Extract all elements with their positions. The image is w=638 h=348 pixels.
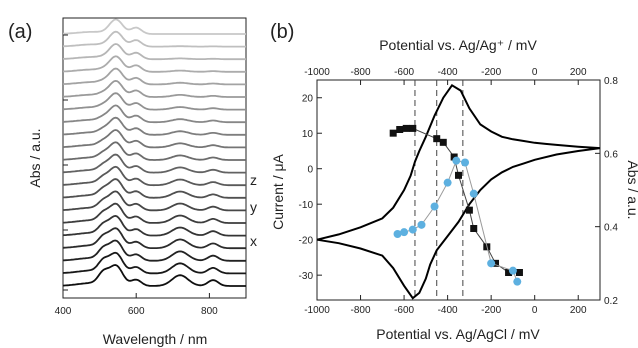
panel-b-ytick-label: -30 bbox=[299, 271, 314, 282]
curve-label-y: y bbox=[250, 199, 257, 215]
spectrum-curve bbox=[62, 141, 246, 161]
absorbance-circle-marker bbox=[408, 225, 417, 234]
absorbance-square-marker bbox=[450, 153, 458, 161]
spectrum-curve bbox=[62, 104, 246, 124]
panel-b-ytick-label: 0 bbox=[307, 165, 313, 176]
panel-a-ylabel: Abs / a.u. bbox=[27, 128, 43, 187]
spectrum-curve bbox=[62, 67, 246, 86]
absorbance-circle-marker bbox=[461, 158, 470, 167]
panel-b-xtick-label: -200 bbox=[481, 305, 501, 316]
panel-a-xtick-label: 400 bbox=[55, 306, 72, 317]
panel-b-xtick-label: -400 bbox=[438, 305, 458, 316]
panel-b-top-xtick-label: -400 bbox=[438, 67, 458, 78]
panel-b-top-xtick-label: -200 bbox=[481, 67, 501, 78]
panel-b-ytick-label: 20 bbox=[302, 94, 314, 105]
spectrum-curve bbox=[62, 153, 246, 174]
panel-b-y2tick-label: 0.4 bbox=[604, 223, 618, 234]
curve-label-z: z bbox=[250, 172, 257, 188]
absorbance-circle-marker bbox=[452, 156, 461, 165]
panel-b-xlabel: Potential vs. Ag/AgCl / mV bbox=[376, 326, 540, 342]
panel-b-top-xtick-label: -800 bbox=[351, 67, 371, 78]
spectrum-curve bbox=[63, 18, 246, 35]
absorbance-circle-marker bbox=[430, 202, 439, 211]
panel-b-top-xtick-label: 0 bbox=[532, 67, 538, 78]
panel-b-frame bbox=[316, 79, 601, 301]
curve-label-x: x bbox=[250, 233, 257, 249]
panel-b-xtick-label: -600 bbox=[394, 305, 414, 316]
absorbance-square-marker bbox=[389, 129, 397, 137]
panel-b-y2tick-label: 0.6 bbox=[604, 149, 618, 160]
spectra-stack bbox=[62, 18, 246, 287]
panel-b-y2tick-label: 0.8 bbox=[604, 76, 618, 87]
panel-b-y2label: Abs / a.u. bbox=[625, 160, 638, 219]
absorbance-square-marker bbox=[492, 259, 500, 267]
panel-b-ytick-label: -20 bbox=[299, 236, 314, 247]
panel-b-series bbox=[316, 83, 601, 300]
spectrum-curve bbox=[63, 202, 246, 224]
spectrum-curve bbox=[62, 227, 246, 250]
panel-b-xtick-label: -1000 bbox=[304, 305, 330, 316]
spectrum-curve bbox=[62, 43, 246, 61]
panel-b-ytick-label: 10 bbox=[302, 129, 314, 140]
spectrum-curve bbox=[62, 264, 246, 287]
absorbance-square-marker bbox=[455, 171, 462, 179]
panel-b-top-xtick-label: 200 bbox=[570, 67, 587, 78]
absorbance-square-marker bbox=[470, 225, 478, 232]
panel-b: (b) Potential vs. Ag/Ag⁺ / mV Potential … bbox=[270, 21, 638, 342]
panel-b-label: (b) bbox=[270, 21, 294, 43]
absorbance-square-marker bbox=[409, 124, 417, 132]
panel-a-xlabel: Wavelength / nm bbox=[103, 331, 208, 347]
panel-b-top-xtick-label: -600 bbox=[394, 67, 414, 78]
absorbance-circle-marker bbox=[393, 230, 402, 238]
panel-b-xtick-label: 0 bbox=[532, 305, 538, 316]
panel-a: (a) Abs / a.u. Wavelength / nm 400 600 800… bbox=[8, 17, 257, 347]
cv-curve bbox=[316, 83, 601, 300]
panel-b-xtick-label: -800 bbox=[351, 305, 371, 316]
spectrum-curve bbox=[63, 190, 246, 212]
panel-a-frame bbox=[62, 17, 247, 299]
panel-b-top-xtick-label: -1000 bbox=[304, 67, 330, 78]
spectrum-curve bbox=[62, 251, 246, 275]
panel-b-ylabel: Current / μA bbox=[270, 153, 286, 229]
spectrum-curve bbox=[62, 116, 246, 136]
absorbance-square-marker bbox=[433, 135, 441, 143]
absorbance-square-marker bbox=[439, 138, 447, 146]
spectrum-curve bbox=[62, 239, 246, 262]
panel-b-y2tick-label: 0.2 bbox=[604, 296, 618, 307]
panel-b-xtick-label: 200 bbox=[570, 305, 587, 316]
absorbance-circle-marker bbox=[487, 259, 496, 268]
panel-b-ticks: -1000 -800 -600 -400 -200 0 200-1000 -800 -600 -4… bbox=[299, 67, 619, 316]
panel-b-ytick-label: -10 bbox=[299, 200, 314, 211]
absorbance-circle-marker bbox=[443, 178, 452, 187]
spectrum-curve bbox=[62, 30, 246, 48]
absorbance-circle-marker bbox=[508, 266, 517, 275]
absorbance-square-marker bbox=[465, 206, 473, 214]
spectrum-curve bbox=[62, 129, 246, 149]
panel-a-ticks: 400 600 800 bbox=[55, 34, 218, 317]
absorbance-connector bbox=[392, 127, 520, 273]
absorbance-circle-marker bbox=[400, 228, 409, 237]
spectrum-curve bbox=[62, 214, 246, 237]
panel-a-xtick-label: 600 bbox=[128, 306, 145, 317]
absorbance-circle-marker bbox=[513, 277, 522, 286]
absorbance-circle-marker bbox=[417, 220, 426, 229]
spectrum-curve bbox=[63, 165, 246, 187]
absorbance-connector bbox=[397, 160, 518, 282]
spectrum-curve bbox=[62, 55, 246, 73]
absorbance-square-marker bbox=[402, 124, 410, 132]
panel-a-xtick-label: 800 bbox=[201, 306, 218, 317]
absorbance-circle-marker bbox=[469, 189, 478, 198]
spectrum-curve bbox=[63, 178, 246, 199]
panel-b-top-xlabel: Potential vs. Ag/Ag⁺ / mV bbox=[379, 37, 537, 53]
absorbance-square-marker bbox=[396, 126, 404, 133]
absorbance-square-marker bbox=[505, 269, 513, 276]
absorbance-square-marker bbox=[515, 269, 523, 276]
spectrum-curve bbox=[62, 92, 246, 111]
spectrum-curve bbox=[62, 79, 246, 98]
panel-a-label: (a) bbox=[8, 21, 32, 43]
panel-b-reference-lines bbox=[414, 80, 464, 300]
